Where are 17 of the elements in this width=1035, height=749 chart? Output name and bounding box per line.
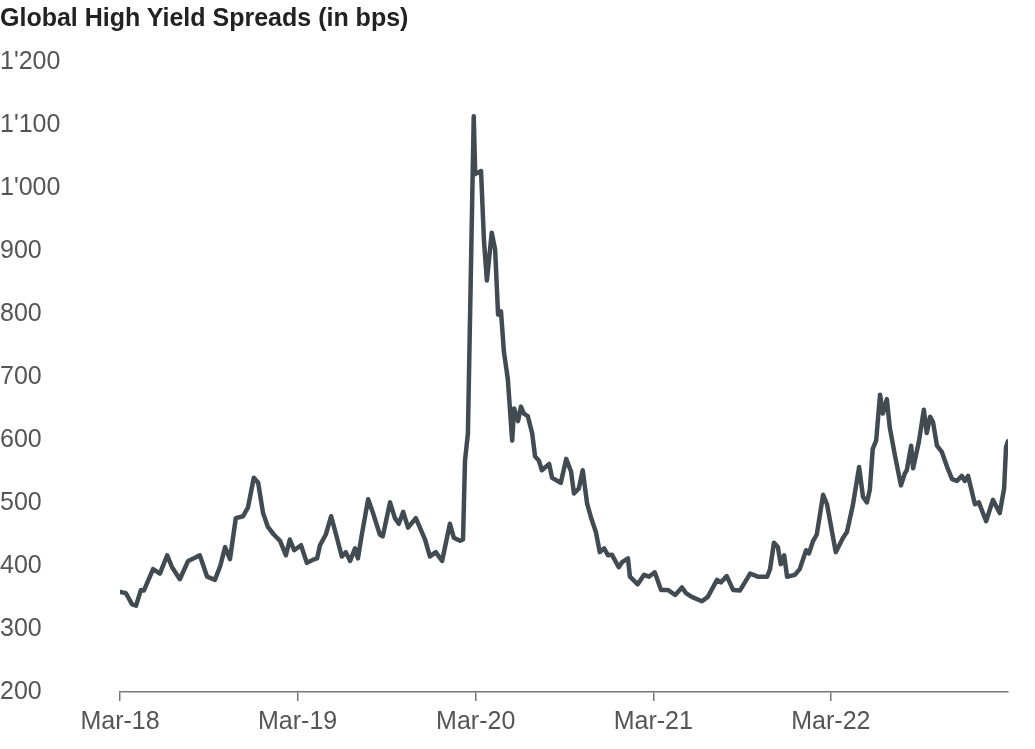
y-tick-label: 900: [0, 234, 42, 263]
y-tick-label: 800: [0, 297, 42, 326]
x-tick-label: Mar-22: [791, 705, 871, 734]
y-tick-label: 500: [0, 486, 42, 515]
y-tick-label: 200: [0, 675, 42, 704]
y-tick-label: 1'200: [0, 45, 61, 74]
y-tick-label: 400: [0, 549, 42, 578]
chart-title: Global High Yield Spreads (in bps): [0, 2, 409, 31]
y-tick-label: 1'100: [0, 108, 61, 137]
x-tick-label: Mar-21: [613, 705, 693, 734]
x-tick-label: Mar-19: [258, 705, 338, 734]
y-tick-label: 1'000: [0, 171, 61, 200]
y-tick-label: 700: [0, 360, 42, 389]
x-tick-label: Mar-18: [80, 705, 160, 734]
y-tick-label: 600: [0, 423, 42, 452]
y-tick-label: 300: [0, 612, 42, 641]
x-tick-label: Mar-20: [436, 705, 516, 734]
